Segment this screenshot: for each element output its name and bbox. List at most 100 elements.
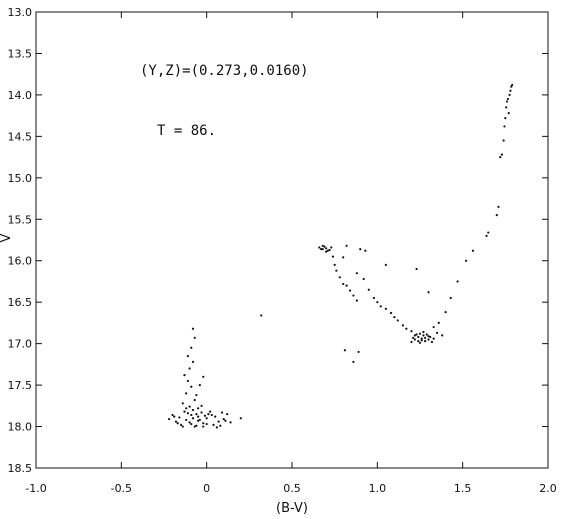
data-point xyxy=(186,412,189,415)
data-point xyxy=(171,413,174,417)
y-tick-label: 16.0 xyxy=(8,255,33,268)
data-point xyxy=(190,413,193,417)
data-point xyxy=(195,393,198,397)
data-point xyxy=(331,255,335,258)
data-point xyxy=(367,288,370,291)
data-point xyxy=(502,139,505,142)
data-point xyxy=(444,311,447,314)
data-point xyxy=(507,112,510,115)
data-point xyxy=(345,244,348,247)
data-point xyxy=(352,360,355,363)
data-point xyxy=(185,407,188,410)
data-point xyxy=(323,245,326,248)
y-tick-label: 18.5 xyxy=(8,462,33,475)
data-point xyxy=(212,423,215,426)
data-point xyxy=(190,422,193,426)
data-point xyxy=(205,417,208,420)
data-point xyxy=(226,413,229,416)
data-point xyxy=(325,247,328,250)
data-point xyxy=(413,334,416,337)
y-tick-label: 13.0 xyxy=(8,6,33,19)
data-point xyxy=(449,296,452,300)
data-point xyxy=(335,269,338,272)
data-point xyxy=(193,425,196,428)
data-point xyxy=(188,405,191,408)
data-point xyxy=(185,418,188,422)
data-point xyxy=(410,330,413,333)
data-point xyxy=(333,263,336,266)
data-point xyxy=(178,416,181,419)
data-point xyxy=(326,249,329,252)
data-point xyxy=(202,422,205,425)
data-point xyxy=(506,97,509,101)
data-point xyxy=(181,402,184,405)
data-point xyxy=(504,117,507,120)
x-tick-label: -1.0 xyxy=(25,482,46,495)
data-point xyxy=(338,276,341,279)
x-tick-label: -0.5 xyxy=(111,482,132,495)
data-point xyxy=(197,419,200,422)
data-point xyxy=(195,424,198,427)
data-point xyxy=(499,155,502,159)
data-point xyxy=(183,374,186,377)
data-point xyxy=(417,340,420,343)
y-tick-label: 17.0 xyxy=(8,338,33,351)
data-point xyxy=(355,272,358,275)
data-point xyxy=(418,341,422,344)
data-point xyxy=(186,379,189,383)
data-point xyxy=(197,415,200,418)
data-point xyxy=(509,89,512,92)
data-point xyxy=(505,106,508,109)
data-point xyxy=(503,125,506,128)
data-point xyxy=(352,294,355,297)
x-tick-label: 1.0 xyxy=(369,482,387,495)
plot-frame xyxy=(35,11,549,469)
y-tick-label: 17.5 xyxy=(8,379,33,392)
data-point xyxy=(229,421,232,424)
data-point xyxy=(485,234,488,237)
x-tick-label: 2.0 xyxy=(539,482,557,495)
data-point xyxy=(435,331,439,334)
data-point xyxy=(345,284,348,287)
data-point xyxy=(384,307,387,310)
data-point xyxy=(427,338,430,341)
data-point xyxy=(420,337,423,340)
data-point xyxy=(401,324,405,327)
data-point xyxy=(207,413,210,416)
y-axis-ticks: 13.0 13.5 14.0 14.5 15.0 15.5 16.0 16.5 17.0 17.5… xyxy=(8,6,548,475)
data-point xyxy=(364,249,367,252)
data-point xyxy=(441,334,444,337)
data-point xyxy=(260,314,263,317)
data-point xyxy=(191,417,195,420)
data-point xyxy=(210,413,213,417)
data-point xyxy=(396,319,399,322)
data-point xyxy=(389,311,393,315)
data-point xyxy=(183,410,186,413)
data-point xyxy=(321,244,324,247)
data-point xyxy=(357,350,360,354)
data-point xyxy=(429,335,432,339)
data-point xyxy=(195,413,198,416)
data-point xyxy=(200,411,203,414)
data-point xyxy=(464,259,468,262)
x-axis-title: (B-V) xyxy=(276,501,308,516)
y-tick-label: 15.5 xyxy=(8,213,33,226)
data-point xyxy=(208,410,212,413)
annotation-age: T = 86. xyxy=(157,123,216,139)
data-point xyxy=(393,316,396,319)
data-point xyxy=(193,336,196,339)
data-point xyxy=(487,231,490,234)
data-point xyxy=(511,83,514,87)
data-point xyxy=(205,422,208,426)
data-point xyxy=(186,354,189,358)
data-point xyxy=(330,246,333,249)
y-tick-label: 16.5 xyxy=(8,296,33,309)
data-point xyxy=(181,425,184,428)
data-point xyxy=(222,417,225,421)
data-point xyxy=(325,250,328,253)
data-point xyxy=(321,248,324,251)
data-point xyxy=(427,291,430,294)
data-point xyxy=(190,385,193,388)
data-point xyxy=(191,327,195,330)
